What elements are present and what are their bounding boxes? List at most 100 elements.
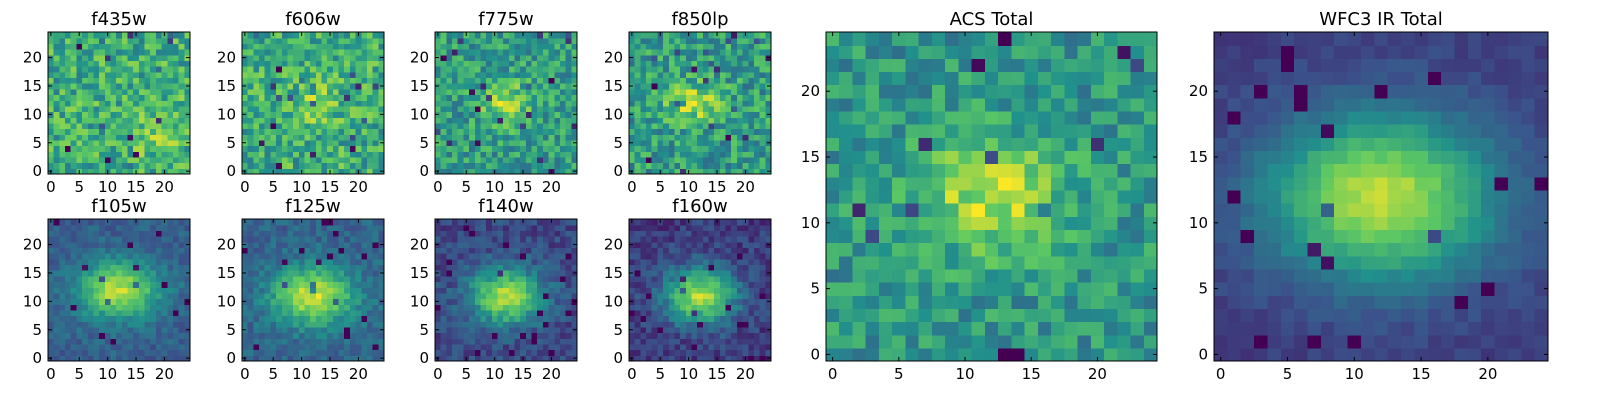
heatmap-cell	[742, 66, 749, 73]
heatmap-cell	[276, 304, 283, 311]
heatmap-cell	[247, 134, 254, 141]
heatmap-cell	[537, 32, 544, 39]
heatmap-cell	[559, 88, 567, 96]
heatmap-cell	[76, 71, 83, 79]
heatmap-cell	[680, 315, 687, 322]
heatmap-cell	[344, 134, 351, 141]
y-tick-label: 5	[613, 134, 623, 152]
heatmap-cell	[247, 43, 254, 50]
heatmap-cell	[349, 77, 357, 84]
heatmap-cell	[116, 43, 123, 50]
heatmap-cell	[571, 32, 578, 39]
heatmap-cell	[702, 145, 710, 152]
heatmap-cell	[161, 100, 168, 107]
heatmap-cell	[714, 94, 721, 101]
heatmap-cell	[697, 71, 704, 79]
heatmap-cell	[559, 83, 567, 90]
x-tick-label: 15	[513, 178, 532, 196]
heatmap-cell	[59, 111, 66, 118]
heatmap-cell	[150, 66, 157, 73]
heatmap-cell	[366, 111, 374, 118]
heatmap-cell	[87, 219, 95, 226]
heatmap-cell	[121, 37, 129, 44]
heatmap-cell	[150, 83, 157, 90]
heatmap-cell	[332, 83, 340, 90]
heatmap-cell	[144, 111, 151, 118]
heatmap-cell	[480, 83, 487, 90]
heatmap-cell	[65, 168, 72, 175]
heatmap-cell	[184, 338, 191, 345]
heatmap-cell	[634, 292, 641, 300]
heatmap-cell	[503, 298, 510, 305]
heatmap-cell	[70, 168, 77, 175]
heatmap-cell	[366, 230, 374, 237]
heatmap-cell	[247, 66, 254, 73]
heatmap-cell	[264, 128, 271, 135]
heatmap-cell	[531, 236, 538, 243]
heatmap-cell	[702, 66, 710, 73]
heatmap-cell	[525, 304, 533, 311]
heatmap-cell	[725, 134, 732, 141]
heatmap-cell	[48, 117, 55, 124]
heatmap-cell	[287, 236, 294, 243]
heatmap-cell	[110, 253, 117, 260]
heatmap-cell	[702, 43, 710, 50]
y-tick-label: 15	[410, 264, 429, 282]
heatmap-cell	[725, 156, 732, 164]
heatmap-cell	[259, 156, 266, 164]
heatmap-cell	[759, 111, 766, 118]
heatmap-cell	[93, 60, 100, 67]
heatmap-cell	[65, 287, 72, 294]
heatmap-cell	[276, 236, 283, 243]
heatmap-cell	[491, 156, 499, 164]
heatmap-cell	[361, 326, 368, 334]
heatmap-cell	[121, 304, 129, 311]
heatmap-cell	[99, 258, 106, 266]
heatmap-cell	[446, 32, 453, 39]
heatmap-cell	[748, 332, 755, 339]
heatmap-cell	[559, 145, 567, 152]
y-tick-label: 10	[217, 292, 236, 310]
heatmap-cell	[366, 275, 374, 283]
heatmap-cell	[144, 94, 151, 101]
heatmap-cell	[640, 156, 647, 164]
heatmap-cell	[372, 94, 379, 101]
heatmap-cell	[554, 168, 561, 175]
heatmap-cell	[116, 253, 123, 260]
heatmap-cell	[87, 111, 95, 118]
heatmap-cell	[474, 32, 482, 39]
heatmap-cell	[184, 309, 191, 317]
heatmap-cell	[53, 37, 60, 44]
heatmap-cell	[680, 49, 687, 56]
heatmap-cell	[542, 315, 550, 322]
heatmap-cell	[281, 236, 289, 243]
heatmap-cell	[559, 292, 567, 300]
heatmap-cell	[554, 270, 561, 277]
heatmap-cell	[525, 32, 533, 39]
heatmap-cell	[321, 309, 328, 317]
heatmap-cell	[110, 264, 117, 271]
heatmap-cell	[298, 122, 306, 130]
heatmap-cell	[70, 49, 77, 56]
heatmap-cell	[651, 77, 658, 84]
heatmap-cell	[287, 224, 294, 231]
heatmap-cell	[486, 236, 493, 243]
heatmap-cell	[99, 88, 106, 96]
heatmap-cell	[133, 94, 140, 101]
heatmap-cell	[725, 168, 732, 175]
heatmap-cell	[161, 134, 168, 141]
heatmap-cell	[674, 88, 681, 96]
heatmap-cell	[457, 224, 464, 231]
heatmap-cell	[503, 134, 510, 141]
heatmap-cell	[110, 100, 117, 107]
heatmap-cell	[327, 253, 334, 260]
heatmap-cell	[531, 315, 538, 322]
heatmap-cell	[110, 156, 117, 164]
heatmap-cell	[474, 241, 482, 248]
heatmap-cell	[270, 258, 277, 266]
heatmap-cell	[332, 332, 340, 339]
heatmap-cell	[469, 241, 476, 248]
heatmap-cell	[503, 264, 510, 271]
heatmap-cell	[542, 219, 550, 226]
